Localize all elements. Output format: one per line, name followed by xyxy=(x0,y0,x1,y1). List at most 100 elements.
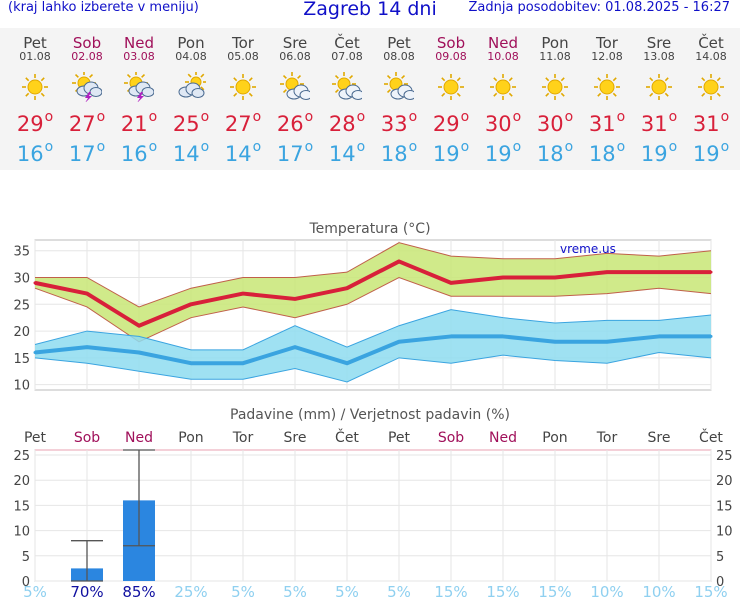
max-temp: 33o xyxy=(373,109,425,136)
x-tick-label: Sre xyxy=(648,430,671,446)
degree-sign: o xyxy=(616,109,626,125)
day-name: Sre xyxy=(282,34,308,52)
band-lower-edge xyxy=(34,351,712,383)
day-date: 14.08 xyxy=(695,50,727,63)
max-temp-value: 27 xyxy=(68,112,96,136)
degree-sign: o xyxy=(356,109,366,125)
sun-icon xyxy=(20,72,50,102)
data-point xyxy=(85,292,89,296)
cloud-sun-icon xyxy=(176,71,207,102)
max-temp-value: 30 xyxy=(536,112,564,136)
x-tick-label: Sob xyxy=(438,430,464,446)
last-updated: Zadnja posodobitev: 01.08.2025 - 16:27 xyxy=(468,0,730,15)
sun-icon xyxy=(436,72,466,102)
y-tick-label-left: 15 xyxy=(13,499,30,514)
degree-sign: o xyxy=(148,109,158,125)
precip-probability: 5% xyxy=(231,583,255,600)
degree-sign: o xyxy=(356,139,366,155)
max-temp: 30o xyxy=(477,109,529,136)
data-point xyxy=(293,297,297,301)
y-tick-label: 20 xyxy=(13,325,30,340)
min-temp: 18o xyxy=(373,139,425,166)
day-date: 10.08 xyxy=(487,50,519,63)
min-temp-value: 19 xyxy=(692,142,720,166)
precip-probability: 15% xyxy=(434,583,467,600)
data-point xyxy=(605,270,609,274)
x-tick-label: Pet xyxy=(388,430,411,446)
min-temp-value: 19 xyxy=(484,142,512,166)
day-date: 05.08 xyxy=(227,50,259,63)
day-name: Ned xyxy=(488,34,518,52)
precipitation-chart: Padavine (mm) / Verjetnost padavin (%) Pe… xyxy=(13,407,733,600)
band-upper-edge xyxy=(34,309,712,351)
data-point xyxy=(605,340,609,344)
min-temp: 17o xyxy=(269,139,321,166)
precip-probability: 25% xyxy=(174,583,207,600)
degree-sign: o xyxy=(96,139,106,155)
x-tick-label: Sob xyxy=(74,430,100,446)
y-tick-label: 25 xyxy=(13,298,30,313)
degree-sign: o xyxy=(720,109,730,125)
day-name: Čet xyxy=(334,34,360,52)
degree-sign: o xyxy=(564,139,574,155)
max-temp-value: 27 xyxy=(224,112,252,136)
data-point xyxy=(553,340,557,344)
y-tick-label-right: 5 xyxy=(716,550,724,565)
y-tick-label: 35 xyxy=(13,245,30,260)
max-temp: 27o xyxy=(217,109,269,136)
x-tick-label: Pon xyxy=(542,430,567,446)
day-name: Pet xyxy=(387,34,411,52)
precip-probability: 15% xyxy=(538,583,571,600)
y-tick-label-right: 20 xyxy=(716,474,733,489)
precip-probability: 5% xyxy=(23,583,47,600)
min-temp-value: 17 xyxy=(276,142,304,166)
day-name: Čet xyxy=(698,34,724,52)
data-point xyxy=(397,259,401,263)
precip-probability: 5% xyxy=(335,583,359,600)
data-point xyxy=(709,334,713,338)
y-tick-label-right: 0 xyxy=(716,575,724,590)
day-name: Tor xyxy=(232,34,254,52)
y-tick-label: 10 xyxy=(13,379,30,394)
sun-icon xyxy=(696,72,726,102)
data-point xyxy=(293,345,297,349)
degree-sign: o xyxy=(96,109,106,125)
max-temp-value: 31 xyxy=(588,112,616,136)
degree-sign: o xyxy=(408,139,418,155)
precip-probability: 85% xyxy=(122,583,155,600)
daily-forecast-strip: Pet 01.08 29o 16o Sob 02.08 27o 17o Ned 03.08 21o 1… xyxy=(0,28,740,170)
min-temp-value: 17 xyxy=(68,142,96,166)
max-temp-value: 29 xyxy=(16,112,44,136)
min-temp: 18o xyxy=(581,139,633,166)
min-temp: 19o xyxy=(633,139,685,166)
partly-cloudy-icon xyxy=(384,72,417,102)
min-temp: 19o xyxy=(425,139,477,166)
max-temp: 29o xyxy=(425,109,477,136)
data-point xyxy=(33,351,37,354)
day-date: 09.08 xyxy=(435,50,467,63)
max-temp: 29o xyxy=(9,109,61,136)
degree-sign: o xyxy=(44,109,54,125)
storm-icon xyxy=(124,71,155,103)
data-point xyxy=(189,361,193,365)
y-tick-label-right: 15 xyxy=(716,499,733,514)
degree-sign: o xyxy=(720,139,730,155)
data-point xyxy=(345,286,349,290)
min-temp: 18o xyxy=(529,139,581,166)
day-date: 01.08 xyxy=(19,50,51,63)
max-temp: 28o xyxy=(321,109,373,136)
x-tick-label: Pon xyxy=(178,430,203,446)
sun-icon xyxy=(592,72,622,102)
y-tick-label-right: 25 xyxy=(716,449,733,464)
degree-sign: o xyxy=(460,139,470,155)
day-date: 11.08 xyxy=(539,50,571,63)
min-temp: 17o xyxy=(61,139,113,166)
max-temp-value: 26 xyxy=(276,112,304,136)
x-tick-label: Tor xyxy=(232,430,254,446)
max-temp-value: 31 xyxy=(640,112,668,136)
degree-sign: o xyxy=(408,109,418,125)
degree-sign: o xyxy=(512,109,522,125)
max-temp-value: 21 xyxy=(120,112,148,136)
day-date: 04.08 xyxy=(175,50,207,63)
day-name: Sre xyxy=(646,34,672,52)
